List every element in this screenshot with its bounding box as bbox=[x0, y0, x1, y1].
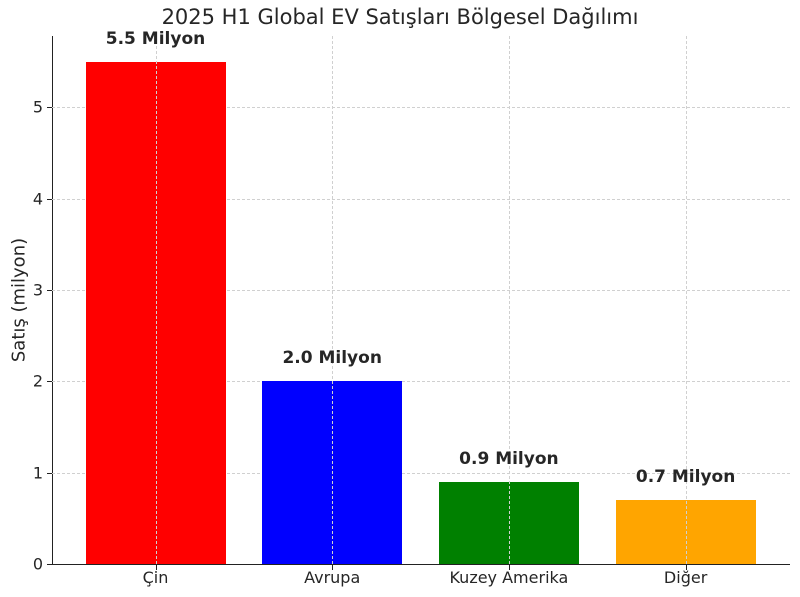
y-tick bbox=[47, 381, 52, 383]
x-tick-label: Avrupa bbox=[304, 568, 361, 587]
x-tick bbox=[685, 565, 687, 570]
y-tick-label: 3 bbox=[32, 280, 43, 300]
x-tick bbox=[332, 565, 334, 570]
gridline-horizontal bbox=[52, 472, 790, 474]
y-tick bbox=[47, 564, 52, 565]
gridline-horizontal bbox=[52, 289, 790, 291]
y-tick-label: 4 bbox=[32, 189, 43, 209]
gridline-horizontal bbox=[52, 107, 790, 109]
y-tick bbox=[47, 198, 52, 200]
gridline-vertical bbox=[155, 36, 157, 564]
gridline-horizontal bbox=[52, 198, 790, 200]
x-tick-label: Çin bbox=[142, 568, 169, 587]
gridline-vertical bbox=[685, 36, 687, 564]
bar-value-label: 5.5 Milyon bbox=[105, 28, 206, 49]
y-axis-label: Satış (milyon) bbox=[8, 237, 30, 363]
x-tick-label: Diğer bbox=[663, 568, 708, 587]
gridline-horizontal bbox=[52, 381, 790, 383]
plot-area: 0 1 2 3 4 5 Çin 5.5 Milyon Avrupa 2.0 Milyon Kuzey… bbox=[33, 29, 790, 587]
y-tick-label: 5 bbox=[32, 97, 43, 117]
bar-value-label: 2.0 Milyon bbox=[282, 348, 382, 369]
gridline-vertical bbox=[508, 36, 510, 564]
x-axis-line bbox=[52, 564, 790, 565]
bar-value-label: 0.9 Milyon bbox=[459, 448, 559, 469]
y-tick bbox=[47, 472, 52, 474]
gridline-vertical bbox=[332, 36, 334, 564]
x-tick bbox=[508, 565, 510, 570]
y-tick bbox=[47, 107, 52, 109]
y-tick-label: 1 bbox=[32, 463, 43, 483]
y-tick bbox=[47, 289, 52, 291]
bar-value-label: 0.7 Milyon bbox=[635, 467, 736, 488]
y-tick-label: 2 bbox=[32, 371, 43, 391]
x-tick-label: Kuzey Amerika bbox=[449, 568, 569, 587]
x-tick bbox=[155, 565, 157, 570]
y-tick-label: 0 bbox=[32, 554, 43, 574]
chart-title: 2025 H1 Global EV Satışları Bölgesel Dağ… bbox=[161, 5, 639, 29]
y-axis-line bbox=[52, 36, 53, 564]
